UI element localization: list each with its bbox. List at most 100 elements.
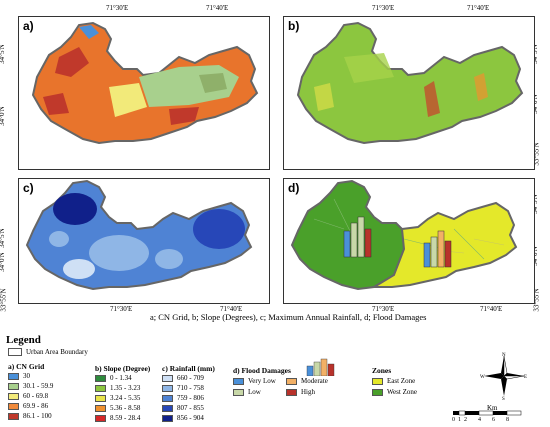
urban-boundary-swatch — [8, 348, 22, 356]
slope-legend-label: 3.24 - 5.35 — [110, 394, 141, 402]
zones-legend-swatch — [372, 389, 383, 396]
east-bar-high — [444, 240, 452, 268]
cn-legend-swatch — [8, 373, 19, 380]
lon-tick-top-4: 71°40'E — [467, 4, 490, 12]
rain-legend-label: 660 - 709 — [177, 374, 204, 382]
cn-legend-swatch — [8, 413, 19, 420]
damage-legend-swatch — [233, 378, 244, 385]
compass-n: N — [502, 353, 506, 358]
scale-bar — [453, 410, 522, 416]
rain-legend-title: c) Rainfall (mm) — [162, 364, 215, 373]
lat-tick-left-4: 34°0'N — [0, 252, 6, 272]
cn-legend-swatch — [8, 403, 19, 410]
lat-tick-left-2: 34°0'N — [0, 106, 6, 126]
slope-legend-label: 8.59 - 28.4 — [110, 414, 141, 422]
damage-legend-bars-icon — [306, 358, 335, 376]
east-zone-bar-chart — [423, 230, 452, 268]
cn-legend-label: 86.1 - 100 — [23, 412, 52, 420]
flood-damage-map — [290, 179, 518, 291]
zones-legend-label: West Zone — [387, 388, 417, 396]
lon-tick-bottom-2: 71°40'E — [220, 305, 243, 313]
zones-legend-title: Zones — [372, 366, 392, 375]
rain-legend-label: 856 - 904 — [177, 414, 204, 422]
lon-tick-bottom-4: 71°40'E — [480, 305, 503, 313]
scale-tick-label: 0 — [452, 417, 455, 423]
west-bar-low — [350, 222, 358, 258]
map-panel-rainfall: c) — [18, 178, 270, 304]
panel-label-c: c) — [23, 181, 34, 195]
cn-legend-title: a) CN Grid — [8, 362, 45, 371]
damage-legend-swatch — [286, 378, 297, 385]
east-bar-moderate — [437, 230, 445, 268]
cn-legend-swatch — [8, 393, 19, 400]
scale-tick-label: 6 — [492, 417, 495, 423]
lon-tick-top-1: 71°30'E — [106, 4, 129, 12]
rain-legend-label: 710 - 758 — [177, 384, 204, 392]
rain-legend-label: 759 - 806 — [177, 394, 204, 402]
map-panel-cn-grid: a) — [18, 16, 270, 170]
map-panel-slope: b) — [283, 16, 535, 170]
slope-legend-swatch — [95, 375, 106, 382]
lon-tick-bottom-1: 71°30'E — [110, 305, 133, 313]
slope-legend-label: 5.36 - 8.58 — [110, 404, 141, 412]
west-bar-moderate — [357, 216, 365, 258]
north-arrow-compass-icon: N S W E — [480, 353, 527, 400]
cn-legend-label: 60 - 69.8 — [23, 392, 49, 400]
scale-tick-label: 2 — [464, 417, 467, 423]
compass-e: E — [524, 375, 527, 380]
scale-tick-label: 1 — [458, 417, 461, 423]
rainfall-map — [25, 179, 253, 291]
east-bar-very-low — [423, 242, 431, 268]
scale-unit: Km — [487, 404, 498, 412]
slope-legend-label: 0 - 1.34 — [110, 374, 132, 382]
zones-legend-swatch — [372, 378, 383, 385]
rain-legend-swatch — [162, 415, 173, 422]
rain-legend-swatch — [162, 375, 173, 382]
slope-legend-swatch — [95, 385, 106, 392]
zones-legend-label: East Zone — [387, 377, 416, 385]
slope-legend-label: 1.35 - 3.23 — [110, 384, 141, 392]
damage-legend-label: Low — [248, 388, 261, 396]
slope-legend-swatch — [95, 415, 106, 422]
legend-title: Legend — [6, 334, 41, 346]
west-bar-high — [364, 228, 372, 258]
cn-legend-label: 69.9 - 86 — [23, 402, 49, 410]
panel-label-a: a) — [23, 19, 34, 33]
panel-label-d: d) — [288, 181, 300, 195]
lat-tick-left-1: 34°5'N — [0, 44, 6, 64]
damage-legend-swatch — [233, 389, 244, 396]
compass-w: W — [480, 375, 485, 380]
scale-tick-label: 4 — [478, 417, 481, 423]
urban-boundary-b — [296, 21, 524, 145]
slope-map — [296, 21, 524, 145]
slope-legend-swatch — [95, 395, 106, 402]
urban-boundary-label: Urban Area Boundary — [26, 348, 88, 356]
damage-legend-label: Moderate — [301, 377, 328, 385]
scale-tick-label: 8 — [506, 417, 509, 423]
rain-legend-label: 807 - 855 — [177, 404, 204, 412]
damage-legend-label: Very Low — [248, 377, 276, 385]
cn-legend-label: 30.1 - 59.9 — [23, 382, 54, 390]
cn-legend-label: 30 — [23, 372, 30, 380]
rain-legend-swatch — [162, 395, 173, 402]
panel-label-b: b) — [288, 19, 300, 33]
cn-grid-map — [31, 21, 259, 145]
rain-legend-swatch — [162, 405, 173, 412]
lon-tick-top-2: 71°40'E — [206, 4, 229, 12]
cn-legend-swatch — [8, 383, 19, 390]
map-panel-flood-damages: d) — [283, 178, 535, 304]
damage-legend-label: High — [301, 388, 315, 396]
rain-legend-swatch — [162, 385, 173, 392]
lon-tick-bottom-3: 71°30'E — [372, 305, 395, 313]
damage-legend-title: d) Flood Damages — [233, 366, 291, 375]
east-bar-low — [430, 236, 438, 268]
compass-s: S — [502, 397, 505, 400]
west-zone-bar-chart — [343, 216, 372, 258]
lat-tick-left-5: 33°55'N — [0, 288, 8, 312]
figure-caption: a; CN Grid, b; Slope (Degrees), c; Maxim… — [150, 312, 427, 322]
damage-legend-swatch — [286, 389, 297, 396]
lon-tick-top-3: 71°30'E — [372, 4, 395, 12]
slope-legend-title: b) Slope (Degree) — [95, 364, 151, 373]
west-bar-very-low — [343, 230, 351, 258]
lat-tick-left-3: 34°5'N — [0, 228, 6, 248]
